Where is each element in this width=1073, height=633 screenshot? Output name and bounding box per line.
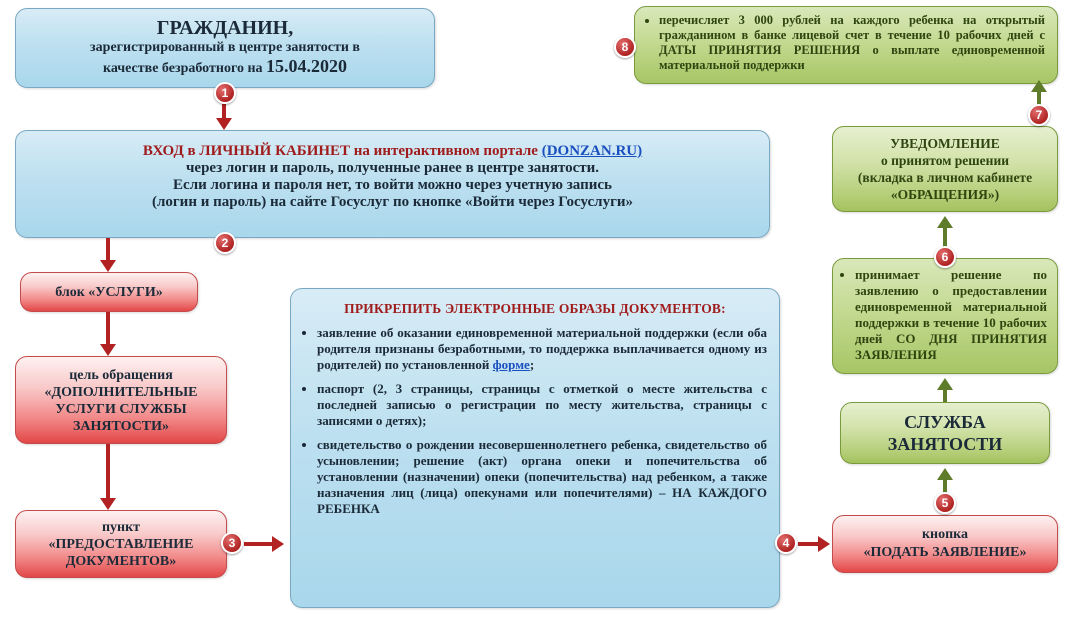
attach-box: ПРИКРЕПИТЬ ЭЛЕКТРОННЫЕ ОБРАЗЫ ДОКУМЕНТОВ… bbox=[290, 288, 780, 608]
attach-list: заявление об оказании единовременной мат… bbox=[303, 325, 767, 517]
login-l4: (логин и пароль) на сайте Госуслуг по кн… bbox=[28, 194, 757, 211]
citizen-sub-b: качестве безработного на 15.04.2020 bbox=[28, 56, 422, 77]
point-l2: «ПРЕДОСТАВЛЕНИЕ bbox=[28, 536, 214, 553]
form-link[interactable]: форме bbox=[493, 357, 530, 372]
submit-box: кнопка «ПОДАТЬ ЗАЯВЛЕНИЕ» bbox=[832, 515, 1058, 573]
badge-1: 1 bbox=[214, 82, 236, 104]
office-l1: СЛУЖБА bbox=[853, 411, 1037, 433]
pay-box: перечисляет 3 000 рублей на каждого ребе… bbox=[634, 6, 1058, 84]
decision-box: принимает решение по заявлению о предост… bbox=[832, 258, 1058, 374]
badge-5: 5 bbox=[934, 492, 956, 514]
notify-l1: УВЕДОМЛЕНИЕ bbox=[845, 135, 1045, 152]
arrow-1-2 bbox=[216, 104, 232, 130]
point-box: пункт «ПРЕДОСТАВЛЕНИЕ ДОКУМЕНТОВ» bbox=[15, 510, 227, 578]
purpose-l1: цель обращения bbox=[28, 367, 214, 384]
arrow-2-3 bbox=[100, 238, 116, 272]
badge-3: 3 bbox=[221, 532, 243, 554]
submit-l2: «ПОДАТЬ ЗАЯВЛЕНИЕ» bbox=[845, 544, 1045, 562]
login-l1: ВХОД в ЛИЧНЫЙ КАБИНЕТ на интерактивном п… bbox=[143, 143, 542, 159]
services-text: блок «УСЛУГИ» bbox=[55, 285, 163, 300]
purpose-l4: ЗАНЯТОСТИ» bbox=[28, 418, 214, 435]
decision-text: принимает решение по заявлению о предост… bbox=[855, 267, 1047, 363]
submit-l1: кнопка bbox=[845, 526, 1045, 544]
badge-6: 6 bbox=[934, 246, 956, 268]
badge-2: 2 bbox=[214, 232, 236, 254]
office-box: СЛУЖБА ЗАНЯТОСТИ bbox=[840, 402, 1050, 464]
arrow-3-attach bbox=[244, 536, 284, 552]
purpose-l2: «ДОПОЛНИТЕЛЬНЫЕ bbox=[28, 384, 214, 401]
citizen-title: ГРАЖДАНИН, bbox=[28, 17, 422, 40]
point-l3: ДОКУМЕНТОВ» bbox=[28, 553, 214, 570]
pay-text: перечисляет 3 000 рублей на каждого ребе… bbox=[659, 13, 1045, 73]
notify-l2: о принятом решении bbox=[845, 152, 1045, 169]
citizen-sub-a: зарегистрированный в центре занятости в bbox=[28, 40, 422, 56]
notify-l4: «ОБРАЩЕНИЯ») bbox=[845, 186, 1045, 203]
attach-title: ПРИКРЕПИТЬ ЭЛЕКТРОННЫЕ ОБРАЗЫ ДОКУМЕНТОВ… bbox=[303, 301, 767, 317]
attach-i1: заявление об оказании единовременной мат… bbox=[317, 325, 767, 373]
citizen-title-text: ГРАЖДАНИН, bbox=[157, 17, 293, 39]
attach-i3: свидетельство о рождении несовершеннолет… bbox=[317, 437, 767, 517]
login-box: ВХОД в ЛИЧНЫЙ КАБИНЕТ на интерактивном п… bbox=[15, 130, 770, 238]
attach-i2: паспорт (2, 3 страницы, страницы с отмет… bbox=[317, 381, 767, 429]
badge-8: 8 bbox=[614, 36, 636, 58]
badge-4: 4 bbox=[775, 532, 797, 554]
badge-7: 7 bbox=[1028, 104, 1050, 126]
login-l3: Если логина и пароля нет, то войти можно… bbox=[28, 177, 757, 194]
purpose-box: цель обращения «ДОПОЛНИТЕЛЬНЫЕ УСЛУГИ СЛ… bbox=[15, 356, 227, 444]
notify-l3: (вкладка в личном кабинете bbox=[845, 169, 1045, 186]
notify-box: УВЕДОМЛЕНИЕ о принятом решении (вкладка … bbox=[832, 126, 1058, 212]
arrow-4-submit bbox=[798, 536, 830, 552]
arrow-services-purpose bbox=[100, 312, 116, 356]
citizen-box: ГРАЖДАНИН, зарегистрированный в центре з… bbox=[15, 8, 435, 88]
services-box: блок «УСЛУГИ» bbox=[20, 272, 198, 312]
office-l2: ЗАНЯТОСТИ bbox=[853, 433, 1037, 455]
point-l1: пункт bbox=[28, 519, 214, 536]
purpose-l3: УСЛУГИ СЛУЖБЫ bbox=[28, 401, 214, 418]
arrow-purpose-point bbox=[100, 444, 116, 510]
arrow-office-decision bbox=[937, 378, 953, 402]
donzan-link[interactable]: (DONZAN.RU) bbox=[542, 143, 642, 159]
login-l2: через логин и пароль, полученные ранее в… bbox=[28, 160, 757, 177]
